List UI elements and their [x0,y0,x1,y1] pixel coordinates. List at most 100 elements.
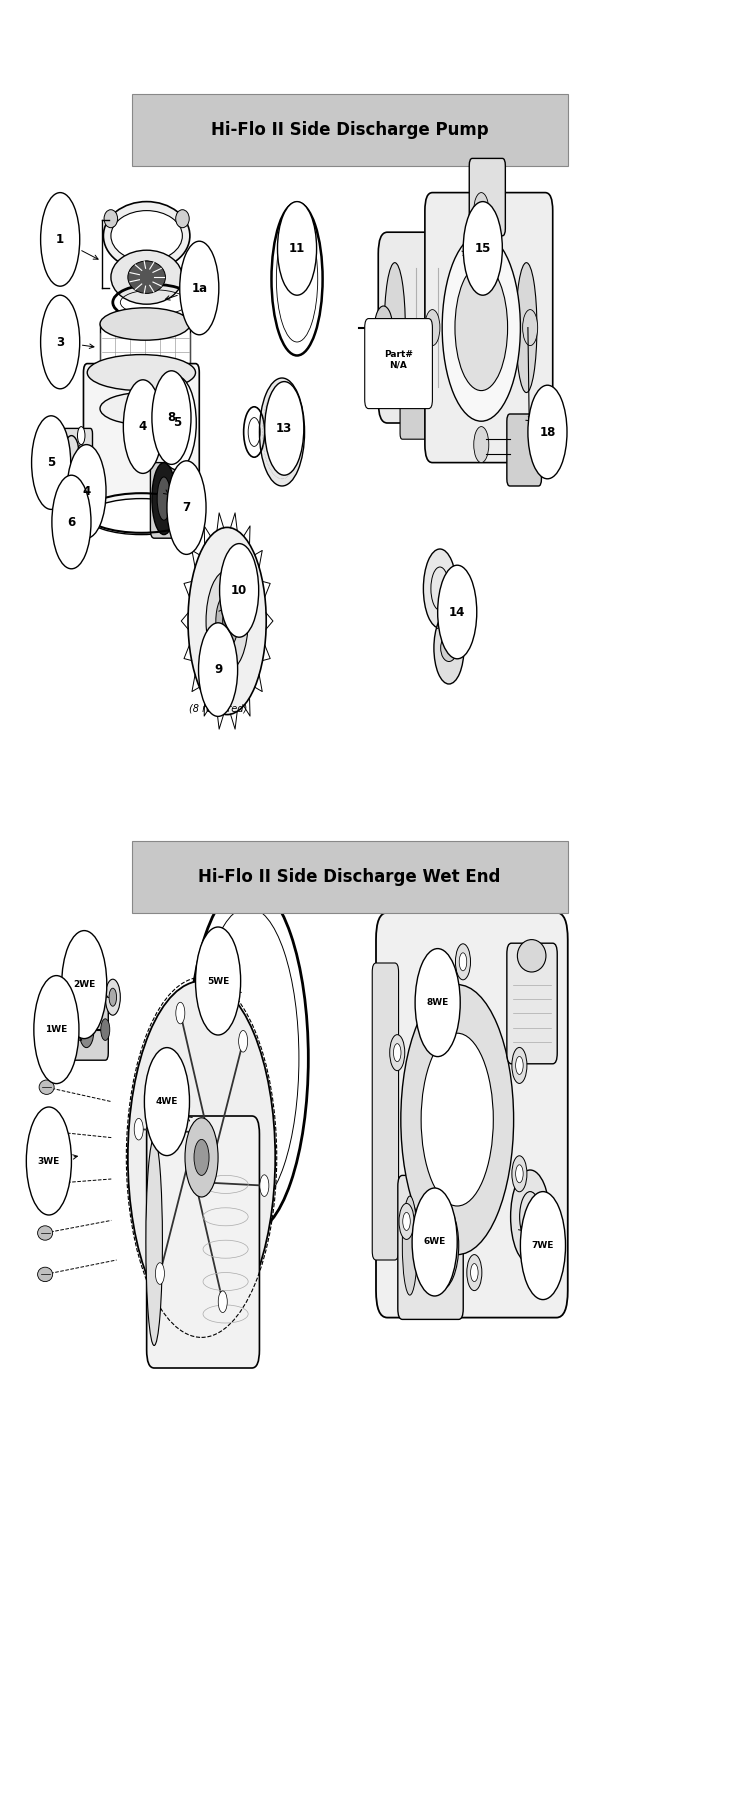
Circle shape [218,1291,227,1312]
Circle shape [169,409,177,427]
FancyBboxPatch shape [378,232,543,423]
Text: 11: 11 [289,241,305,256]
Circle shape [423,549,456,628]
Circle shape [399,1204,414,1240]
Circle shape [206,571,248,671]
FancyBboxPatch shape [507,943,557,1064]
Text: Hi-Flo II Side Discharge Pump: Hi-Flo II Side Discharge Pump [211,121,489,139]
Circle shape [421,1033,493,1206]
Circle shape [474,193,489,229]
Circle shape [459,952,467,970]
Ellipse shape [34,1177,49,1192]
Circle shape [274,414,290,450]
Circle shape [401,985,514,1255]
Circle shape [109,988,117,1006]
Circle shape [434,612,464,684]
FancyBboxPatch shape [372,963,399,1260]
Circle shape [41,193,80,286]
Text: 1: 1 [56,232,64,247]
Circle shape [260,1175,269,1197]
Ellipse shape [402,1197,417,1296]
Circle shape [105,979,120,1015]
Text: Hi-Flo II Side Discharge Wet End: Hi-Flo II Side Discharge Wet End [199,868,501,886]
Circle shape [32,416,71,509]
Text: 4WE: 4WE [156,1096,178,1105]
Circle shape [516,1057,523,1075]
Circle shape [128,981,275,1334]
Ellipse shape [104,202,190,270]
Text: 4: 4 [139,419,147,434]
Ellipse shape [104,211,117,229]
FancyBboxPatch shape [83,364,199,526]
Circle shape [412,1188,457,1296]
Circle shape [425,310,440,346]
Text: Part#
N/A: Part# N/A [384,351,413,369]
Text: 2WE: 2WE [73,979,96,990]
Ellipse shape [34,1123,49,1138]
Circle shape [463,202,502,295]
Ellipse shape [100,308,190,340]
Circle shape [77,445,85,463]
FancyBboxPatch shape [150,463,194,538]
Circle shape [393,1044,401,1062]
Text: 3: 3 [56,335,64,349]
Ellipse shape [87,499,196,535]
Ellipse shape [146,1139,162,1346]
Circle shape [374,306,393,349]
FancyBboxPatch shape [62,428,92,486]
Circle shape [474,427,489,463]
Text: (8 required): (8 required) [189,704,247,715]
Circle shape [223,610,232,632]
Circle shape [185,1118,218,1197]
Text: 14: 14 [449,605,465,619]
Ellipse shape [183,473,197,527]
Circle shape [268,400,296,464]
Text: 18: 18 [539,425,556,439]
Ellipse shape [517,940,546,972]
FancyBboxPatch shape [72,1001,108,1060]
Circle shape [134,1118,143,1139]
Circle shape [455,265,508,391]
Circle shape [167,461,206,554]
Circle shape [157,376,196,470]
Circle shape [188,527,266,715]
Circle shape [442,234,520,421]
Circle shape [199,623,238,716]
Ellipse shape [152,463,176,535]
Circle shape [164,396,182,439]
Circle shape [152,371,191,464]
Circle shape [77,463,85,481]
Circle shape [523,310,538,346]
Text: 8WE: 8WE [426,997,449,1008]
Ellipse shape [384,263,405,392]
Circle shape [175,414,186,439]
Circle shape [26,1107,71,1215]
Circle shape [421,1201,459,1291]
Circle shape [277,202,317,295]
Ellipse shape [87,355,196,391]
Circle shape [101,1019,110,1040]
Circle shape [467,1255,482,1291]
Circle shape [438,565,477,659]
Circle shape [196,927,241,1035]
Ellipse shape [59,436,69,481]
Text: 3WE: 3WE [38,1157,60,1166]
Circle shape [512,1048,527,1084]
FancyBboxPatch shape [398,1175,463,1319]
Text: 8: 8 [168,410,175,425]
Circle shape [390,1035,405,1071]
Text: 10: 10 [231,583,247,598]
FancyBboxPatch shape [469,158,505,236]
Circle shape [516,1165,523,1183]
Circle shape [52,475,91,569]
FancyBboxPatch shape [425,193,553,463]
Ellipse shape [140,261,153,279]
Circle shape [220,544,259,637]
Ellipse shape [157,477,171,520]
Text: Part#
N/A: Part# N/A [384,351,413,369]
Text: 1WE: 1WE [45,1026,68,1033]
Ellipse shape [38,1267,53,1282]
FancyBboxPatch shape [376,913,568,1318]
Circle shape [144,1048,190,1156]
Circle shape [528,385,567,479]
